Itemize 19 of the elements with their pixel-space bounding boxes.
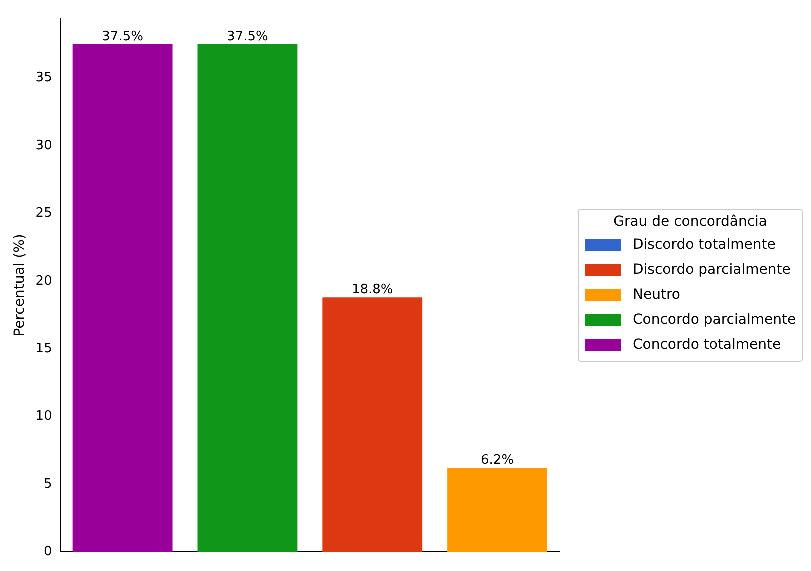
y-tick-label: 5 (44, 476, 52, 492)
y-axis-title: Percentual (%) (12, 234, 28, 337)
data-label: 37.5% (102, 29, 144, 44)
legend-label: Discordo parcialmente (633, 262, 791, 278)
legend-label: Concordo totalmente (633, 336, 782, 352)
legend-label: Neutro (633, 286, 680, 302)
legend-label: Concordo parcialmente (633, 312, 796, 328)
data-label: 18.8% (352, 282, 394, 298)
data-label: 37.5% (227, 29, 268, 44)
y-tick-label: 10 (36, 409, 52, 424)
y-tick-label: 15 (36, 342, 52, 357)
y-tick-label: 0 (44, 544, 52, 560)
y-tick-label: 35 (36, 70, 52, 86)
legend-title: Grau de concordância (612, 214, 768, 230)
data-label: 6.2% (481, 453, 514, 468)
y-tick-label: 30 (36, 138, 52, 154)
y-tick-label: 25 (36, 206, 52, 222)
y-tick-label: 20 (36, 274, 52, 289)
legend-label: Discordo totalmente (633, 236, 776, 252)
